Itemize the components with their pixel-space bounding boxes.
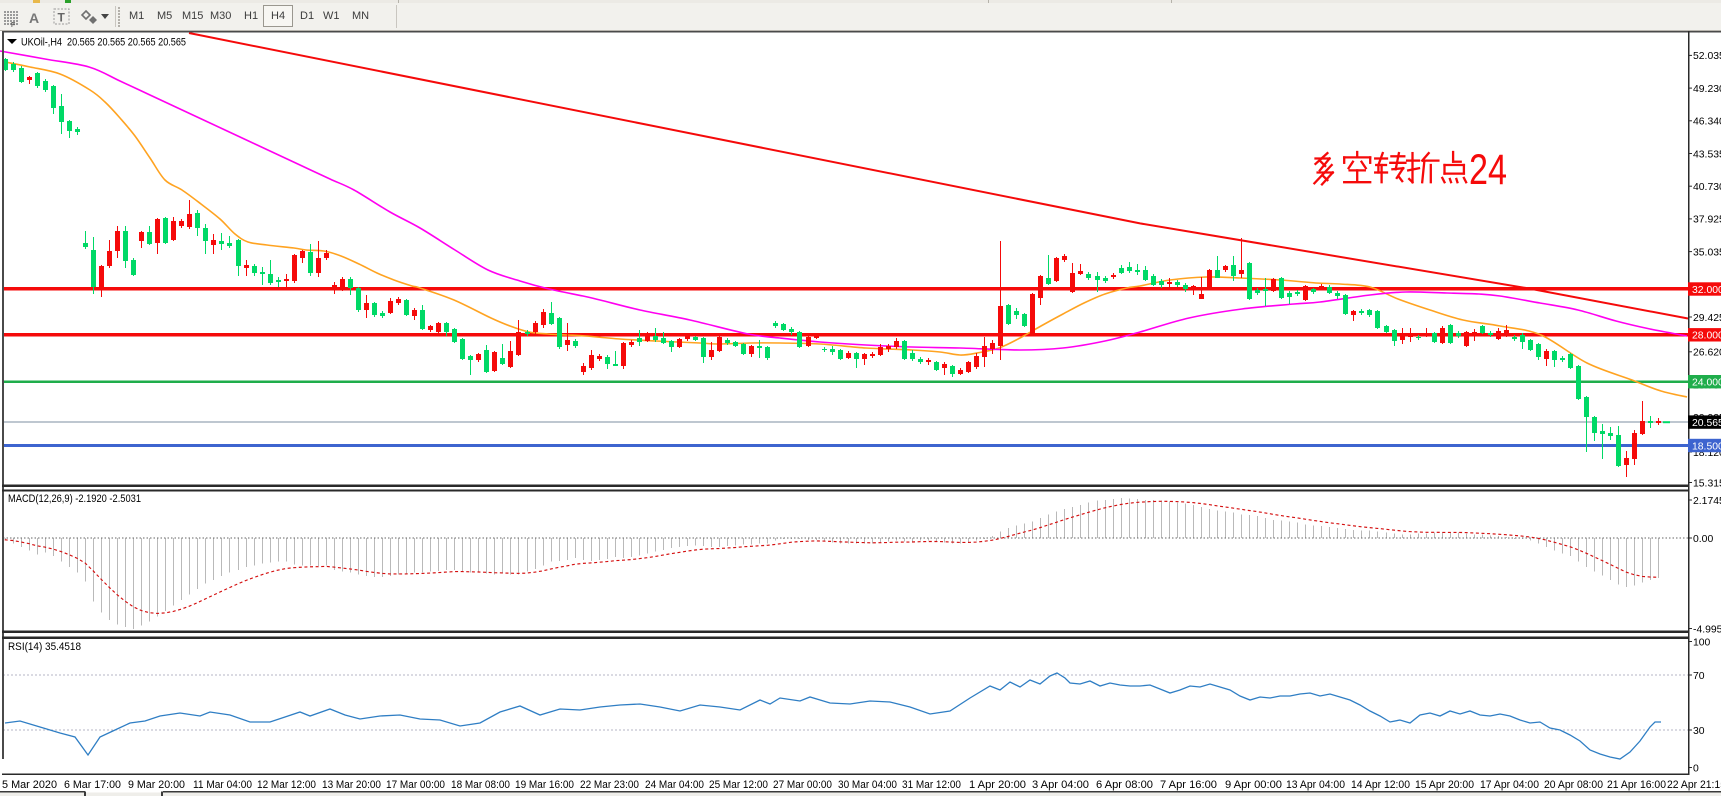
- svg-text:28.000: 28.000: [1692, 331, 1721, 342]
- svg-text:14 Apr 12:00: 14 Apr 12:00: [1351, 779, 1410, 791]
- svg-text:26.620: 26.620: [1693, 348, 1721, 359]
- svg-text:52.035: 52.035: [1693, 51, 1721, 62]
- svg-text:UKOil-,H4 20.565 20.565 20.56: UKOil-,H4 20.565 20.565 20.565 20.565: [21, 37, 186, 49]
- svg-text:100: 100: [1693, 637, 1711, 648]
- svg-text:12 Mar 12:00: 12 Mar 12:00: [257, 779, 316, 791]
- svg-text:T: T: [58, 11, 66, 25]
- svg-text:32.000: 32.000: [1692, 285, 1721, 296]
- svg-text:40.730: 40.730: [1693, 182, 1721, 193]
- svg-text:5 Mar 2020: 5 Mar 2020: [2, 779, 57, 791]
- svg-text:24: 24: [1469, 146, 1507, 194]
- svg-text:24.000: 24.000: [1692, 378, 1721, 389]
- svg-text:27 Mar 00:00: 27 Mar 00:00: [773, 779, 832, 791]
- svg-text:3 Apr 04:00: 3 Apr 04:00: [1032, 779, 1089, 791]
- svg-text:6 Apr 08:00: 6 Apr 08:00: [1096, 779, 1153, 791]
- svg-text:20 Apr 08:00: 20 Apr 08:00: [1544, 779, 1603, 791]
- svg-text:7 Apr 16:00: 7 Apr 16:00: [1160, 779, 1217, 791]
- svg-text:22 Mar 23:00: 22 Mar 23:00: [580, 779, 639, 791]
- svg-text:46.340: 46.340: [1693, 117, 1721, 128]
- svg-text:RSI(14) 35.4518: RSI(14) 35.4518: [8, 641, 81, 653]
- svg-text:70: 70: [1693, 671, 1705, 682]
- svg-text:2.1745: 2.1745: [1693, 496, 1721, 507]
- svg-text:13 Apr 04:00: 13 Apr 04:00: [1286, 779, 1345, 791]
- svg-text:18 Mar 08:00: 18 Mar 08:00: [451, 779, 510, 791]
- svg-text:30: 30: [1693, 726, 1705, 737]
- svg-text:6 Mar 17:00: 6 Mar 17:00: [64, 779, 121, 791]
- svg-text:22 Apr 21:15: 22 Apr 21:15: [1667, 779, 1721, 791]
- svg-text:17 Apr 04:00: 17 Apr 04:00: [1480, 779, 1539, 791]
- svg-text:35.035: 35.035: [1693, 247, 1721, 258]
- svg-text:1 Apr 20:00: 1 Apr 20:00: [969, 779, 1026, 791]
- svg-text:15 Apr 20:00: 15 Apr 20:00: [1415, 779, 1474, 791]
- svg-text:15.315: 15.315: [1693, 478, 1721, 489]
- svg-text:17 Mar 00:00: 17 Mar 00:00: [386, 779, 445, 791]
- svg-text:18.500: 18.500: [1692, 441, 1721, 452]
- svg-text:18.120: 18.120: [1693, 448, 1721, 459]
- svg-text:-4.9955: -4.9955: [1693, 624, 1721, 635]
- svg-text:30 Mar 04:00: 30 Mar 04:00: [838, 779, 897, 791]
- svg-text:19 Mar 16:00: 19 Mar 16:00: [515, 779, 574, 791]
- svg-text:MACD(12,26,9) -2.1920 -2.5031: MACD(12,26,9) -2.1920 -2.5031: [8, 493, 141, 505]
- svg-text:29.425: 29.425: [1693, 313, 1721, 324]
- svg-text:24 Mar 04:00: 24 Mar 04:00: [645, 779, 704, 791]
- svg-text:37.925: 37.925: [1693, 215, 1721, 226]
- svg-text:31 Mar 12:00: 31 Mar 12:00: [902, 779, 961, 791]
- svg-text:43.535: 43.535: [1693, 149, 1721, 160]
- svg-text:0: 0: [1693, 763, 1699, 774]
- svg-text:13 Mar 20:00: 13 Mar 20:00: [322, 779, 381, 791]
- svg-text:F: F: [11, 22, 15, 29]
- svg-text:0.00: 0.00: [1693, 534, 1713, 545]
- svg-text:21 Apr 16:00: 21 Apr 16:00: [1607, 779, 1666, 791]
- svg-text:11 Mar 04:00: 11 Mar 04:00: [193, 779, 252, 791]
- svg-text:9 Apr 00:00: 9 Apr 00:00: [1225, 779, 1282, 791]
- svg-text:A: A: [29, 10, 39, 26]
- svg-text:49.230: 49.230: [1693, 84, 1721, 95]
- svg-text:20.565: 20.565: [1692, 418, 1721, 429]
- svg-text:25 Mar 12:00: 25 Mar 12:00: [709, 779, 768, 791]
- svg-text:9 Mar 20:00: 9 Mar 20:00: [128, 779, 185, 791]
